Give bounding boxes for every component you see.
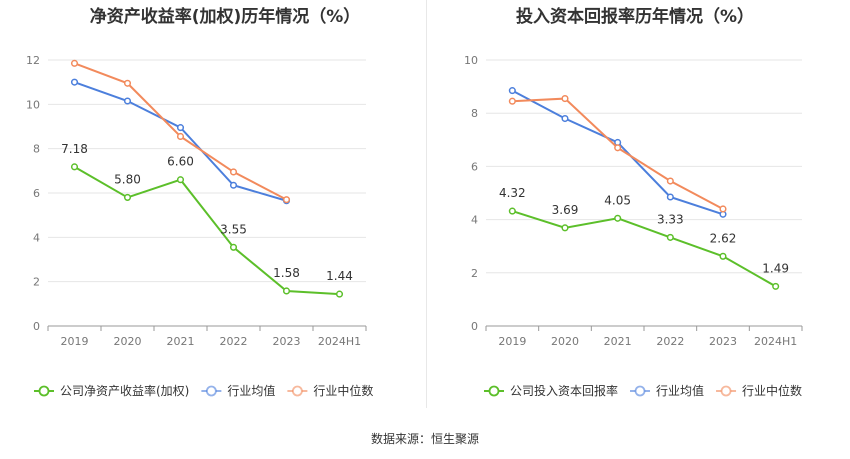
x-tick-label: 2019 xyxy=(61,335,89,348)
legend-label: 行业中位数 xyxy=(742,383,802,398)
y-tick-label: 4 xyxy=(33,231,40,244)
data-point xyxy=(561,224,569,232)
data-point xyxy=(282,196,291,204)
data-point xyxy=(176,132,185,141)
data-label: 3.69 xyxy=(552,203,579,217)
data-point xyxy=(666,233,674,241)
data-source-note: 数据来源：恒生聚源 xyxy=(370,432,479,446)
x-tick-label: 2021 xyxy=(167,335,195,348)
data-point xyxy=(229,181,238,189)
data-label: 1.58 xyxy=(273,266,300,280)
x-tick-label: 2022 xyxy=(220,335,248,348)
y-tick-label: 4 xyxy=(471,214,478,227)
legend-marker xyxy=(720,385,732,397)
y-tick-label: 0 xyxy=(471,320,478,333)
data-label: 3.33 xyxy=(657,212,684,226)
data-label: 3.55 xyxy=(220,222,247,236)
legend-marker xyxy=(634,385,646,397)
data-label: 4.05 xyxy=(604,193,631,207)
data-point xyxy=(719,252,727,260)
chart-roic: 0 2 4 6 8 10 2019 2020 2021 2022 2023 2024H1 4.32 3.6… xyxy=(464,54,803,398)
data-point xyxy=(614,144,622,152)
x-tick-label: 2022 xyxy=(656,335,684,348)
legend-marker xyxy=(291,385,303,397)
x-tick-label: 2024H1 xyxy=(754,335,797,348)
y-tick-label: 10 xyxy=(26,98,40,111)
y-tick-label: 10 xyxy=(464,54,478,67)
data-point xyxy=(335,290,344,298)
series-line xyxy=(512,210,777,288)
y-tick-label: 2 xyxy=(471,267,478,280)
data-point xyxy=(719,205,727,213)
legend-marker xyxy=(488,385,500,397)
legend-label: 行业均值 xyxy=(227,383,275,398)
data-point xyxy=(123,193,132,201)
data-point xyxy=(70,59,79,67)
legend-item: 公司投入资本回报率 xyxy=(484,383,618,398)
data-point xyxy=(666,177,674,185)
data-label: 1.44 xyxy=(326,269,353,283)
legend-label: 行业中位数 xyxy=(313,383,373,398)
data-label: 1.49 xyxy=(762,261,789,275)
y-tick-label: 6 xyxy=(33,187,40,200)
data-point xyxy=(70,163,79,171)
y-tick-label: 8 xyxy=(471,107,478,120)
y-tick-label: 0 xyxy=(33,320,40,333)
data-label: 7.18 xyxy=(61,142,88,156)
data-point xyxy=(123,97,132,105)
x-tick-label: 2021 xyxy=(604,335,632,348)
data-point xyxy=(229,168,238,176)
data-label: 5.80 xyxy=(114,172,141,186)
x-tick-label: 2023 xyxy=(709,335,737,348)
x-tick-label: 2024H1 xyxy=(318,335,361,348)
data-point xyxy=(70,78,79,86)
data-point xyxy=(508,87,516,95)
y-tick-label: 12 xyxy=(26,54,40,67)
x-tick-label: 2020 xyxy=(114,335,142,348)
data-label: 4.32 xyxy=(499,186,526,200)
data-point xyxy=(229,243,238,251)
legend-marker xyxy=(38,385,50,397)
series-line xyxy=(74,165,340,296)
chart-title-roic: 投入资本回报率历年情况（%） xyxy=(515,7,755,27)
data-point xyxy=(282,287,291,295)
legend-label: 行业均值 xyxy=(656,383,704,398)
legend-label: 公司投入资本回报率 xyxy=(510,383,618,398)
y-tick-label: 2 xyxy=(33,276,40,289)
legend-item: 行业中位数 xyxy=(287,383,373,398)
data-point xyxy=(123,79,132,87)
legend-item: 行业中位数 xyxy=(716,383,802,398)
data-point xyxy=(614,214,622,222)
legend-item: 行业均值 xyxy=(630,383,704,398)
x-tick-label: 2023 xyxy=(273,335,301,348)
chart-title-roe: 净资产收益率(加权)历年情况（%） xyxy=(89,7,361,27)
x-tick-label: 2019 xyxy=(498,335,526,348)
legend-item: 行业均值 xyxy=(201,383,275,398)
data-point xyxy=(176,124,185,132)
data-point xyxy=(176,176,185,184)
data-point xyxy=(508,97,516,105)
chart-roe: 0 2 4 6 8 10 12 2019 2020 2021 2022 2023 2024H1 7.18 5… xyxy=(26,54,373,398)
data-point xyxy=(561,114,569,123)
legend-marker xyxy=(205,385,217,397)
legend-label: 公司净资产收益率(加权) xyxy=(60,383,189,398)
data-point xyxy=(666,193,674,201)
panel-divider xyxy=(426,0,427,408)
x-tick-label: 2020 xyxy=(551,335,579,348)
data-point xyxy=(508,207,516,215)
data-point xyxy=(772,282,780,290)
y-tick-label: 6 xyxy=(471,160,478,173)
y-tick-label: 8 xyxy=(33,143,40,156)
legend-item: 公司净资产收益率(加权) xyxy=(34,383,189,398)
data-label: 6.60 xyxy=(167,155,194,169)
data-point xyxy=(561,95,569,103)
data-label: 2.62 xyxy=(710,231,737,245)
